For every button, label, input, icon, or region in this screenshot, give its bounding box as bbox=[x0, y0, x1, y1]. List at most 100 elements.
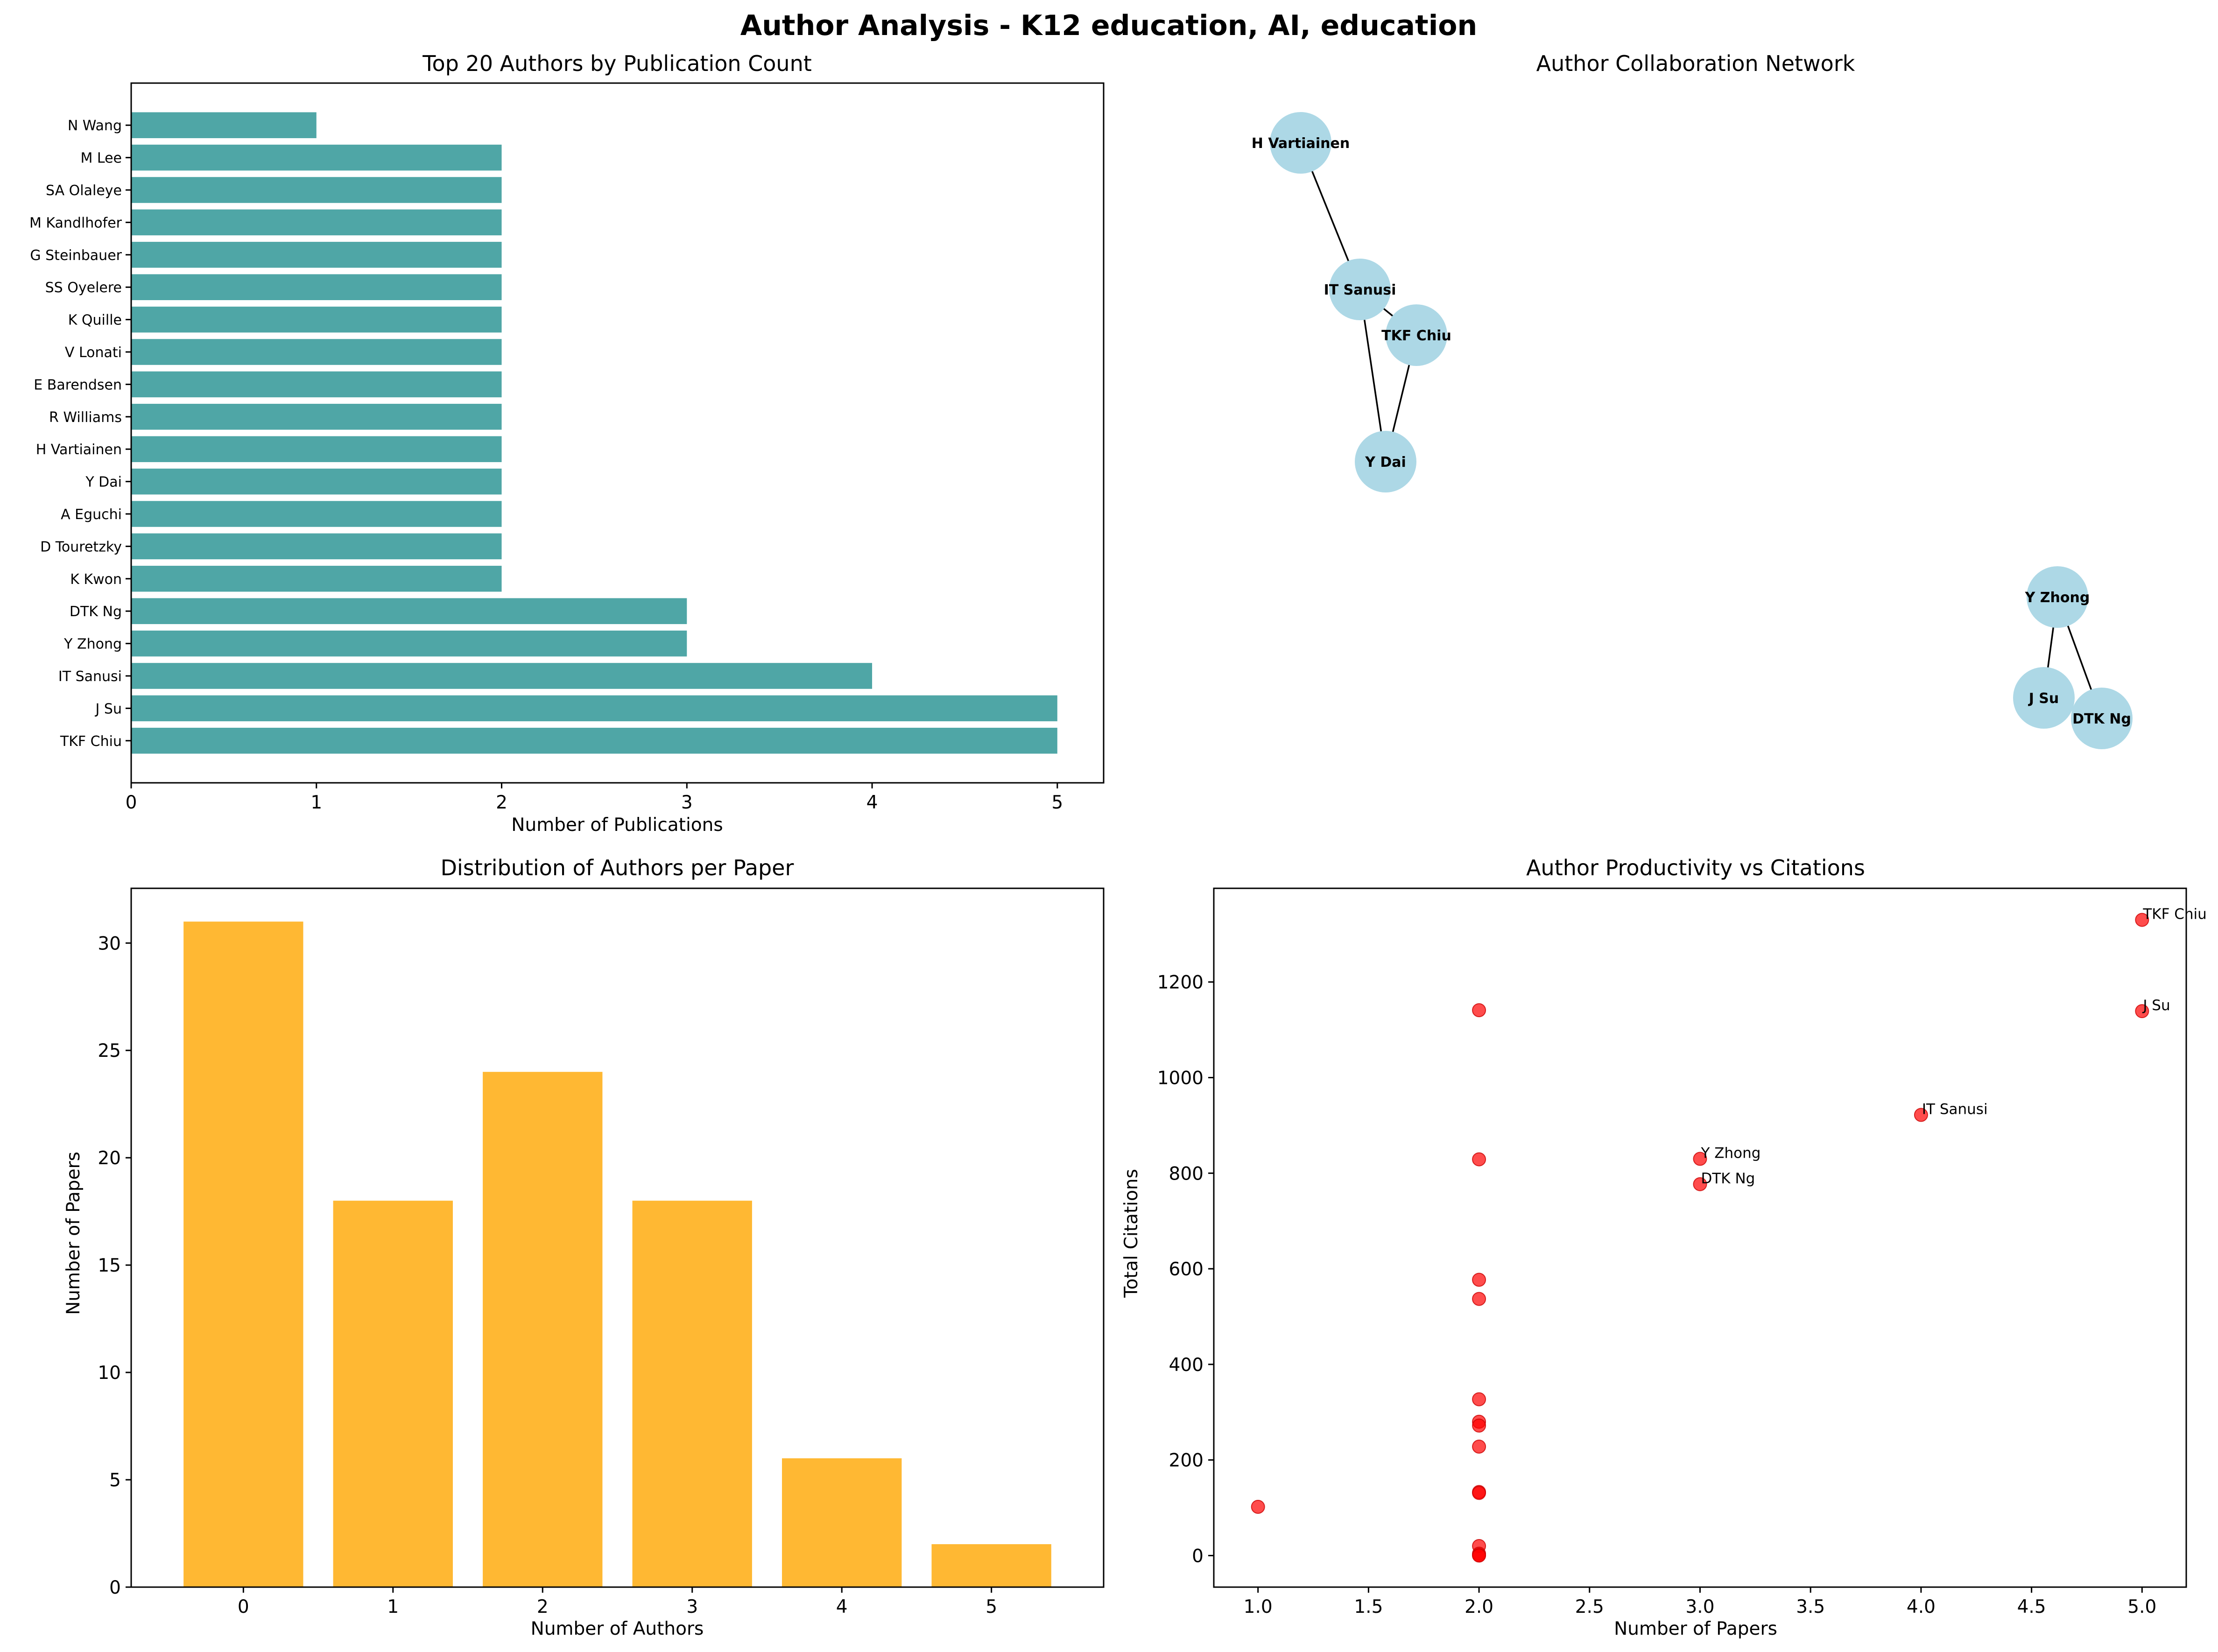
author-node-label: Y Dai bbox=[1365, 454, 1406, 471]
paper-count-bar bbox=[333, 1201, 453, 1587]
author-point bbox=[1472, 1486, 1486, 1500]
productivity-citations-ylabel: Total Citations bbox=[1121, 1169, 1142, 1298]
y-tick-label: 0 bbox=[1192, 1546, 1204, 1567]
authors-per-paper-ylabel: Number of Papers bbox=[63, 1152, 84, 1315]
publication-bar bbox=[131, 371, 502, 398]
author-tick-label: TKF Chiu bbox=[60, 733, 122, 750]
author-tick-label: SA Olaleye bbox=[46, 183, 122, 199]
author-tick-label: A Eguchi bbox=[61, 506, 122, 523]
author-point bbox=[1472, 1439, 1486, 1454]
author-tick-label: Y Zhong bbox=[63, 636, 122, 653]
authors-per-paper-xlabel: Number of Authors bbox=[531, 1618, 704, 1639]
publication-bar bbox=[131, 436, 502, 462]
y-tick-label: 1200 bbox=[1157, 972, 1204, 993]
figure-suptitle: Author Analysis - K12 education, AI, edu… bbox=[740, 9, 1477, 42]
y-tick-label: 5 bbox=[109, 1470, 121, 1491]
top-authors-axes-frame bbox=[130, 82, 1105, 784]
authors-per-paper-chart: Distribution of Authors per Paper Number… bbox=[63, 855, 1105, 1639]
y-tick-label: 0 bbox=[109, 1577, 121, 1598]
publication-bar bbox=[131, 695, 1057, 722]
publication-bar bbox=[131, 533, 502, 560]
author-tick-label: Y Dai bbox=[85, 474, 122, 491]
author-node bbox=[2071, 688, 2133, 749]
author-point bbox=[1472, 1548, 1486, 1563]
author-node-label: IT Sanusi bbox=[1324, 282, 1396, 298]
y-tick-label: 200 bbox=[1169, 1450, 1204, 1471]
productivity-citations-axes-frame bbox=[1213, 887, 2187, 1588]
author-point bbox=[1472, 1392, 1486, 1406]
paper-count-bar bbox=[931, 1544, 1051, 1587]
paper-count-bar bbox=[632, 1201, 752, 1587]
publication-bar bbox=[131, 112, 317, 138]
point-annotation: TKF Chiu bbox=[2142, 906, 2207, 923]
x-tick-label: 4.0 bbox=[1907, 1596, 1936, 1617]
collaboration-network: Author Collaboration Network H Vartiaine… bbox=[1252, 51, 2133, 749]
x-tick-label: 1 bbox=[387, 1596, 399, 1617]
author-node bbox=[1386, 304, 1447, 366]
author-point bbox=[2135, 1004, 2149, 1019]
author-tick-label: D Touretzky bbox=[40, 539, 122, 555]
publication-bar bbox=[131, 468, 502, 495]
x-tick-label: 2.5 bbox=[1575, 1596, 1604, 1617]
x-tick-label: 3.0 bbox=[1685, 1596, 1714, 1617]
authors-per-paper-title: Distribution of Authors per Paper bbox=[441, 855, 794, 880]
author-tick-label: J Su bbox=[95, 701, 122, 717]
publication-bar bbox=[131, 501, 502, 527]
publication-bar bbox=[131, 598, 687, 624]
top-authors-chart: Top 20 Authors by Publication Count Numb… bbox=[29, 51, 1105, 836]
publication-bar bbox=[131, 242, 502, 268]
productivity-citations-chart: Author Productivity vs Citations Number … bbox=[1121, 855, 2207, 1639]
author-point bbox=[1693, 1152, 1707, 1166]
x-tick-label: 5 bbox=[986, 1596, 997, 1617]
x-tick-label: 1.0 bbox=[1244, 1596, 1273, 1617]
top-authors-title: Top 20 Authors by Publication Count bbox=[422, 51, 812, 76]
publication-bar bbox=[131, 274, 502, 300]
productivity-citations-xlabel: Number of Papers bbox=[1614, 1618, 1777, 1639]
y-tick-label: 400 bbox=[1169, 1355, 1204, 1376]
author-tick-label: SS Oyelere bbox=[45, 280, 122, 296]
author-tick-label: N Wang bbox=[68, 118, 122, 134]
authors-per-paper-axes-frame bbox=[130, 887, 1105, 1588]
y-tick-label: 600 bbox=[1169, 1259, 1204, 1280]
author-node-label: TKF Chiu bbox=[1381, 328, 1451, 344]
publication-bar bbox=[131, 404, 502, 430]
author-tick-label: E Barendsen bbox=[34, 377, 122, 393]
point-annotation: IT Sanusi bbox=[1922, 1101, 1988, 1118]
top-authors-xlabel: Number of Publications bbox=[511, 815, 723, 836]
x-tick-label: 1.5 bbox=[1354, 1596, 1383, 1617]
x-tick-label: 5 bbox=[1051, 792, 1063, 813]
author-tick-label: K Kwon bbox=[70, 571, 122, 588]
x-tick-label: 2 bbox=[496, 792, 507, 813]
y-tick-label: 10 bbox=[98, 1363, 121, 1384]
paper-count-bar bbox=[483, 1072, 603, 1587]
publication-bar bbox=[131, 339, 502, 365]
y-tick-label: 20 bbox=[98, 1148, 121, 1169]
author-point bbox=[1472, 1003, 1486, 1018]
y-tick-label: 800 bbox=[1169, 1163, 1204, 1184]
author-point bbox=[1472, 1152, 1486, 1167]
y-tick-label: 25 bbox=[98, 1040, 121, 1061]
author-node bbox=[1355, 431, 1416, 492]
author-tick-label: V Lonati bbox=[65, 344, 122, 361]
productivity-citations-title: Author Productivity vs Citations bbox=[1526, 855, 1865, 880]
y-tick-label: 30 bbox=[98, 933, 121, 954]
x-tick-label: 2 bbox=[537, 1596, 549, 1617]
network-title: Author Collaboration Network bbox=[1536, 51, 1855, 76]
x-tick-label: 1 bbox=[310, 792, 322, 813]
author-tick-label: IT Sanusi bbox=[58, 668, 122, 685]
y-tick-label: 1000 bbox=[1157, 1068, 1204, 1089]
author-point bbox=[2135, 913, 2149, 927]
x-tick-label: 3 bbox=[686, 1596, 698, 1617]
author-tick-label: G Steinbauer bbox=[30, 247, 122, 264]
x-tick-label: 3.5 bbox=[1796, 1596, 1825, 1617]
x-tick-label: 4 bbox=[866, 792, 878, 813]
publication-bar bbox=[131, 663, 873, 689]
publication-bar bbox=[131, 306, 502, 333]
author-point bbox=[1472, 1292, 1486, 1306]
paper-count-bar bbox=[183, 921, 303, 1587]
author-node-label: J Su bbox=[2028, 690, 2059, 707]
x-tick-label: 4 bbox=[836, 1596, 848, 1617]
y-tick-label: 15 bbox=[98, 1255, 121, 1276]
publication-bar bbox=[131, 209, 502, 236]
